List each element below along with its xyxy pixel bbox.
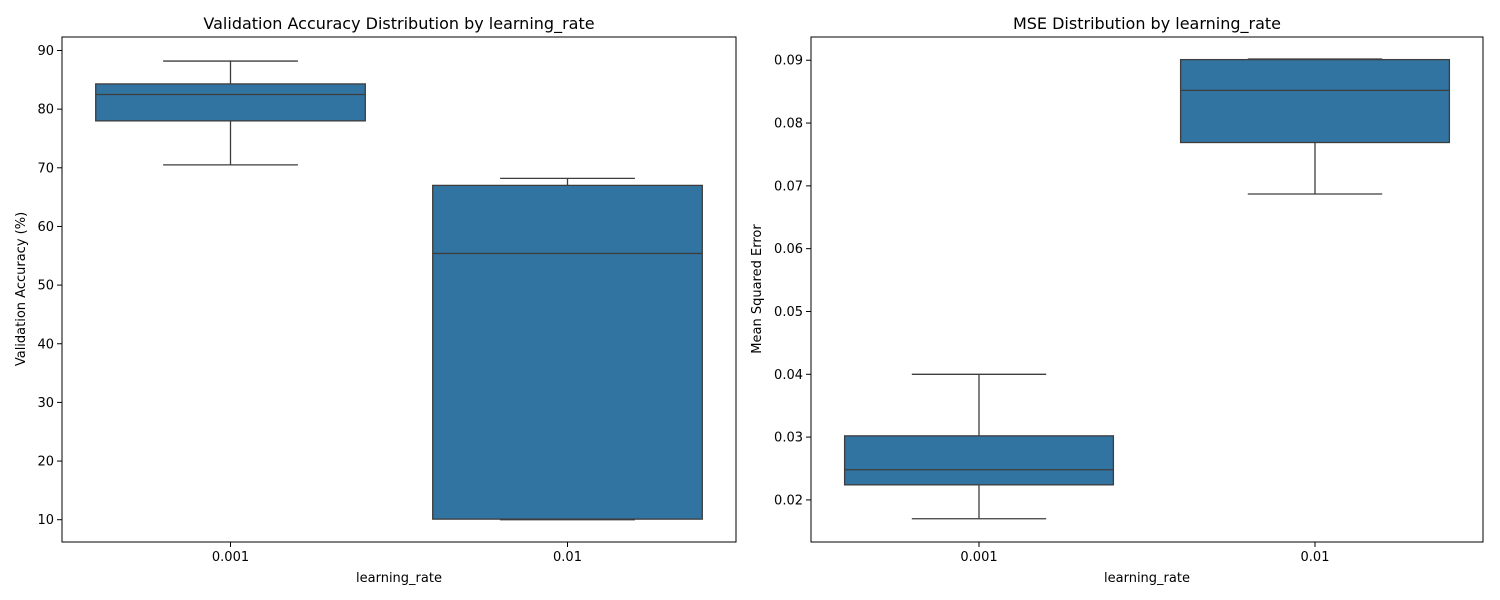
y-tick-label: 30	[37, 396, 54, 411]
y-tick-label: 0.03	[774, 431, 803, 446]
y-tick-label: 0.05	[774, 305, 803, 320]
x-tick-label: 0.01	[1301, 550, 1330, 565]
y-tick-label: 0.08	[774, 117, 803, 132]
iqr-box	[843, 435, 1115, 486]
chart-title: MSE Distribution by learning_rate	[1013, 14, 1281, 34]
box-0.01	[432, 177, 703, 521]
y-tick-label: 0.06	[774, 242, 803, 257]
y-axis-label: Mean Squared Error	[750, 224, 765, 354]
y-tick-label: 0.07	[774, 179, 803, 194]
x-tick-label: 0.001	[960, 550, 997, 565]
y-tick-label: 80	[37, 103, 54, 118]
y-tick-label: 0.09	[774, 54, 803, 69]
y-tick-label: 50	[37, 279, 54, 294]
plot-frame	[810, 36, 1484, 543]
mse-boxplot: MSE Distribution by learning_rate learni…	[750, 14, 1484, 586]
x-tick-label: 0.001	[212, 550, 249, 565]
iqr-box	[1179, 58, 1451, 144]
y-axis-label: Validation Accuracy (%)	[14, 212, 29, 366]
chart-title: Validation Accuracy Distribution by lear…	[203, 14, 594, 34]
y-tick-label: 0.02	[774, 493, 803, 508]
y-tick-label: 60	[37, 220, 54, 235]
plot-frame	[61, 36, 737, 543]
iqr-box	[95, 83, 366, 122]
y-tick-label: 70	[37, 161, 54, 176]
y-tick-label: 0.04	[774, 368, 803, 383]
accuracy-boxplot: Validation Accuracy Distribution by lear…	[14, 14, 737, 586]
y-tick-label: 20	[37, 455, 54, 470]
box-0.001	[95, 60, 366, 166]
x-tick-label: 0.01	[553, 550, 582, 565]
box-0.001	[843, 373, 1115, 520]
x-axis-label: learning_rate	[1104, 571, 1190, 586]
box-0.01	[1179, 58, 1451, 195]
y-tick-label: 10	[37, 513, 54, 528]
y-tick-label: 90	[37, 44, 54, 59]
iqr-box	[432, 184, 703, 520]
x-axis-label: learning_rate	[356, 571, 442, 586]
y-tick-label: 40	[37, 337, 54, 352]
